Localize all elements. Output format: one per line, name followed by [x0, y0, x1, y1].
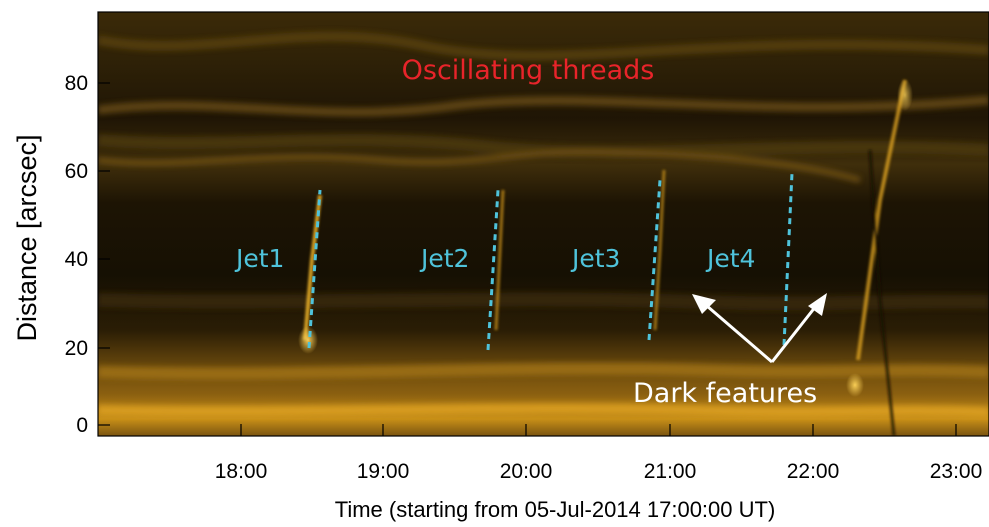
x-tick-label-2000: 20:00 — [500, 460, 553, 483]
x-tick-label-2300: 23:00 — [930, 460, 983, 483]
jet4-label: Jet4 — [705, 244, 755, 273]
dark-features-arrows — [692, 293, 827, 364]
time-distance-image — [98, 12, 989, 436]
y-axis — [98, 82, 110, 426]
oscillating-threads-label: Oscillating threads — [402, 55, 655, 86]
x-axis-title: Time (starting from 05-Jul-2014 17:00:00… — [335, 497, 776, 522]
x-axis — [240, 424, 957, 436]
y-tick-label-0: 0 — [76, 414, 88, 437]
x-tick-label-2200: 22:00 — [787, 460, 840, 483]
x-tick-label-1900: 19:00 — [357, 460, 410, 483]
x-tick-label-1800: 18:00 — [215, 460, 268, 483]
dark-features-label: Dark features — [633, 378, 817, 409]
jet2-label: Jet2 — [419, 244, 469, 273]
y-tick-label-20: 20 — [65, 337, 88, 360]
jet4-marker — [782, 172, 794, 346]
x-tick-label-2100: 21:00 — [644, 460, 697, 483]
jet3-label: Jet3 — [570, 244, 620, 273]
jet2-marker — [486, 189, 500, 351]
y-tick-label-80: 80 — [65, 72, 88, 95]
jet1-label: Jet1 — [234, 244, 284, 273]
jet-markers — [307, 172, 794, 351]
y-tick-label-40: 40 — [65, 248, 88, 271]
jet3-marker — [647, 179, 662, 341]
jet1-marker — [307, 189, 322, 349]
plot-frame — [97, 11, 989, 437]
y-axis-title: Distance [arcsec] — [12, 134, 42, 341]
y-tick-label-60: 60 — [65, 160, 88, 183]
